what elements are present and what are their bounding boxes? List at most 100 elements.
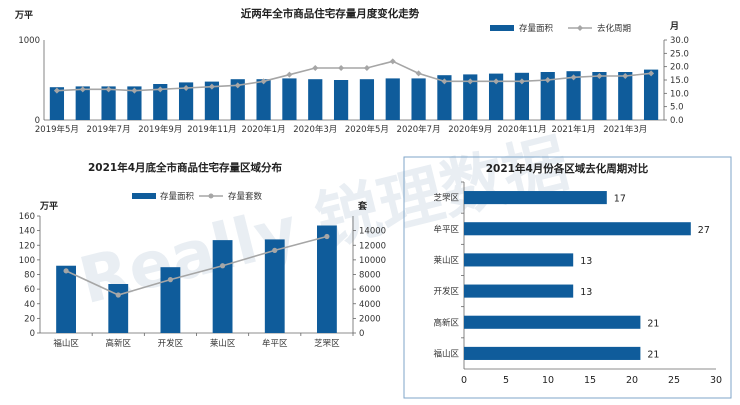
chart1-bar <box>488 73 504 120</box>
chart3-data-label: 13 <box>580 256 592 267</box>
chart3-data-label: 21 <box>647 318 659 329</box>
district-cycle-chart: 2021年4月份各区域去化周期对比 0 5 10 15 20 25 30 芝罘区 17 牟平区 27… <box>403 156 732 399</box>
chart2-right-tick-label: 2000 <box>359 314 381 324</box>
chart1-legend-line-marker <box>577 25 583 31</box>
chart1-bar <box>153 84 168 120</box>
chart1-x-tick-label: 2019年7月 <box>87 124 131 135</box>
chart1-x-tick-label: 2019年9月 <box>138 124 182 135</box>
chart1-x-tick-label: 2020年5月 <box>345 124 389 135</box>
chart2-bar <box>56 265 76 333</box>
chart1-bar <box>75 86 90 120</box>
chart3-frame <box>403 156 732 399</box>
chart1-bar <box>359 79 375 120</box>
chart1-bar <box>437 75 452 120</box>
chart3-x-tick-label: 5 <box>503 375 509 386</box>
chart1-bar <box>282 78 297 120</box>
chart2-y-tick-label: 100 <box>19 256 35 266</box>
chart1-right-tick-label: 20.0 <box>670 63 689 73</box>
chart1-bar <box>463 74 478 120</box>
chart3-y-tick-label: 牟平区 <box>433 224 459 235</box>
chart3-data-label: 21 <box>647 349 659 360</box>
chart1-cycle-point <box>234 82 241 89</box>
chart1-bar <box>385 78 400 120</box>
chart1-legend-line-label: 去化周期 <box>597 23 631 34</box>
chart1-right-tick-label: 0.0 <box>670 116 684 126</box>
chart2-y-tick-label: 160 <box>19 212 35 222</box>
chart3-x-tick-label: 25 <box>668 375 680 386</box>
chart1-legend-bar-swatch <box>490 25 514 31</box>
chart1-bar <box>101 86 116 120</box>
chart2-right-tick-label: 8000 <box>359 271 381 281</box>
chart1-x-tick-label: 2020年3月 <box>293 124 337 135</box>
chart2-title: 2021年4月底全市商品住宅存量区域分布 <box>88 161 283 174</box>
chart1-cycle-point <box>544 77 551 83</box>
chart3-data-label: 27 <box>698 225 710 236</box>
chart1-right-unit: 月 <box>669 21 679 32</box>
chart2-right-tick-label: 6000 <box>359 285 381 295</box>
chart1-bar <box>411 78 426 120</box>
chart2-count-point <box>115 292 121 298</box>
chart1-cycle-point <box>338 65 345 71</box>
chart1-bar <box>308 79 323 120</box>
chart1-bar <box>514 72 530 120</box>
chart2-count-point <box>63 268 69 274</box>
chart2-x-tick-label: 福山区 <box>53 338 79 349</box>
chart3-x-tick-label: 0 <box>461 375 467 386</box>
chart3-y-tick-label: 芝罘区 <box>433 193 459 204</box>
chart3-bar <box>464 346 641 360</box>
chart3-bar <box>464 284 574 298</box>
chart3-x-tick-label: 15 <box>584 375 596 386</box>
chart2-right-tick-label: 4000 <box>359 300 381 310</box>
chart1-bar <box>540 72 555 120</box>
chart2-right-tick-label: 0 <box>359 329 364 339</box>
chart1-cycle-point <box>493 78 500 85</box>
chart1-x-tick-label: 2019年5月 <box>35 124 79 135</box>
chart2-legend-line-label: 存量套数 <box>228 191 263 202</box>
chart1-cycle-point <box>183 85 190 91</box>
chart2-count-point <box>324 233 330 240</box>
chart1-cycle-point <box>105 86 112 93</box>
chart3-y-tick-label: 高新区 <box>433 317 459 328</box>
district-stock-chart: 2021年4月底全市商品住宅存量区域分布 万平 套 存量面积 存量套数 0 20 4… <box>19 161 386 349</box>
chart1-cycle-line <box>56 60 652 92</box>
chart1-right-tick-label: 30.0 <box>670 36 689 46</box>
chart1-x-tick-label: 2021年1月 <box>552 124 596 135</box>
chart2-count-point <box>167 277 174 283</box>
chart2-x-tick-label: 芝罘区 <box>314 338 340 349</box>
chart1-bar <box>618 72 633 120</box>
chart2-legend-bar-swatch <box>132 193 156 199</box>
chart2-y-tick-label: 80 <box>24 271 35 281</box>
chart1-bar <box>256 79 271 120</box>
chart1-cycle-point <box>208 83 215 90</box>
chart1-x-tick-label: 2020年1月 <box>242 124 286 135</box>
chart1-bar <box>566 71 581 120</box>
chart2-y-tick-label: 60 <box>24 285 35 295</box>
chart2-right-unit: 套 <box>358 200 368 212</box>
chart3-x-tick-label: 10 <box>542 375 554 386</box>
chart2-bar <box>160 267 181 333</box>
chart1-y-tick-label: 1000 <box>18 36 40 46</box>
chart2-y-tick-label: 40 <box>24 300 35 310</box>
chart1-cycle-point <box>363 65 370 71</box>
chart3-y-tick-label: 莱山区 <box>433 255 459 266</box>
chart2-x-tick-label: 莱山区 <box>210 338 236 349</box>
chart1-cycle-point <box>157 86 164 93</box>
chart1-cycle-point <box>570 74 577 81</box>
chart1-bar <box>333 80 349 120</box>
chart3-bar <box>464 222 691 236</box>
chart1-bar <box>230 79 245 120</box>
chart1-x-tick-label: 2021年3月 <box>603 124 647 135</box>
chart1-legend-bar-label: 存量面积 <box>519 23 554 34</box>
chart2-x-tick-label: 牟平区 <box>262 338 288 349</box>
chart2-y-tick-label: 140 <box>19 227 35 237</box>
chart1-x-tick-label: 2020年11月 <box>497 124 546 135</box>
chart2-right-tick-label: 12000 <box>359 241 386 251</box>
chart2-x-tick-label: 开发区 <box>158 338 184 349</box>
chart2-count-line <box>65 235 328 296</box>
chart1-cycle-point <box>286 71 293 78</box>
chart3-data-label: 13 <box>580 287 592 298</box>
chart1-x-tick-label: 2020年7月 <box>397 124 441 135</box>
chart2-count-point <box>272 247 278 253</box>
chart2-bar <box>108 284 129 333</box>
